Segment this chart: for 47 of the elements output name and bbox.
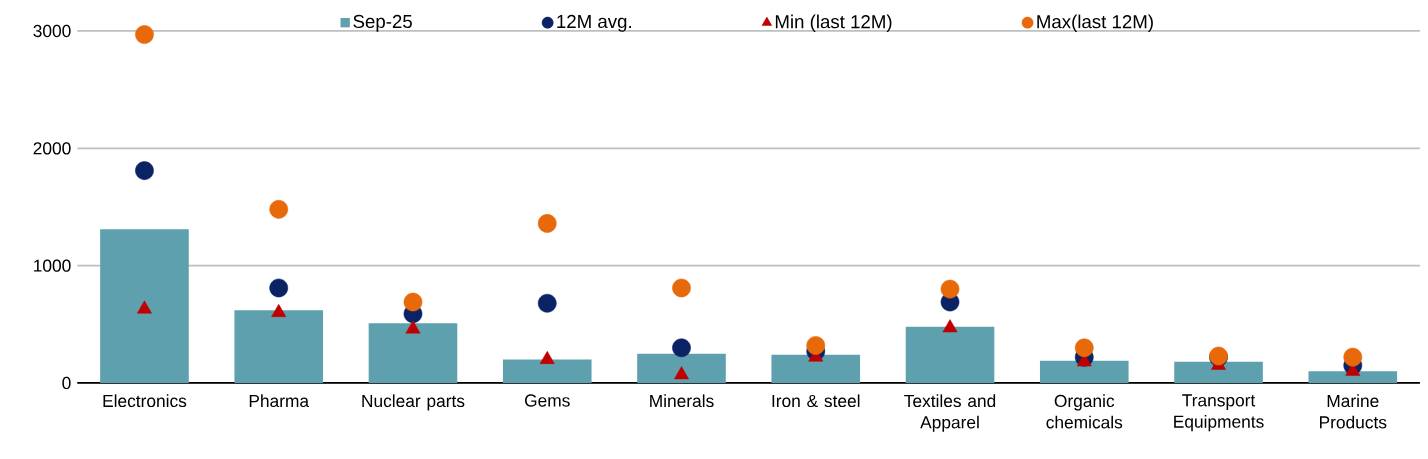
bar xyxy=(234,310,324,384)
legend-label: Sep-25 xyxy=(353,15,412,32)
legend-label: 12M avg. xyxy=(557,15,631,32)
point xyxy=(137,300,152,314)
x-tick-label: Nuclear parts xyxy=(362,394,465,411)
bar xyxy=(905,326,995,384)
bar xyxy=(100,229,189,384)
x-tick-label: Marine Products xyxy=(1320,394,1387,429)
x-tick-label: Minerals xyxy=(650,394,714,408)
y-tick-label: 1000 xyxy=(34,259,71,272)
point xyxy=(942,319,958,333)
bar xyxy=(502,359,592,384)
x-tick-label: Textiles and Apparel xyxy=(904,394,996,433)
point xyxy=(1074,338,1094,358)
x-tick-label: Gems xyxy=(525,394,570,407)
point xyxy=(403,292,423,312)
point xyxy=(537,294,557,313)
legend-label: Max(last 12M) xyxy=(1037,14,1153,33)
point xyxy=(1343,348,1363,367)
point xyxy=(674,366,689,380)
point xyxy=(271,304,287,318)
point xyxy=(269,200,289,219)
point xyxy=(539,351,555,365)
x-tick-label: Iron & steel xyxy=(772,394,860,408)
legend-label: Min (last 12M) xyxy=(775,14,892,33)
x-tick-label: Transport Equipments xyxy=(1174,394,1264,432)
x-tick-label: Organic chemicals xyxy=(1046,394,1123,429)
point xyxy=(940,279,960,299)
point xyxy=(269,278,289,298)
y-tick-label: 2000 xyxy=(33,142,71,155)
point xyxy=(537,214,557,233)
bar xyxy=(1039,360,1129,384)
point xyxy=(135,25,154,45)
y-tick-label: 0 xyxy=(62,377,71,390)
bar xyxy=(771,355,861,384)
bar xyxy=(1174,362,1263,384)
point xyxy=(405,320,421,334)
point xyxy=(806,336,826,355)
x-tick-label: Pharma xyxy=(249,394,310,408)
bar xyxy=(368,323,458,384)
point xyxy=(672,278,691,298)
y-tick-label: 3000 xyxy=(33,25,71,38)
x-tick-label: Electronics xyxy=(103,394,187,408)
bar xyxy=(637,353,726,384)
bar xyxy=(1308,371,1398,384)
point xyxy=(672,338,691,358)
point xyxy=(135,161,154,181)
